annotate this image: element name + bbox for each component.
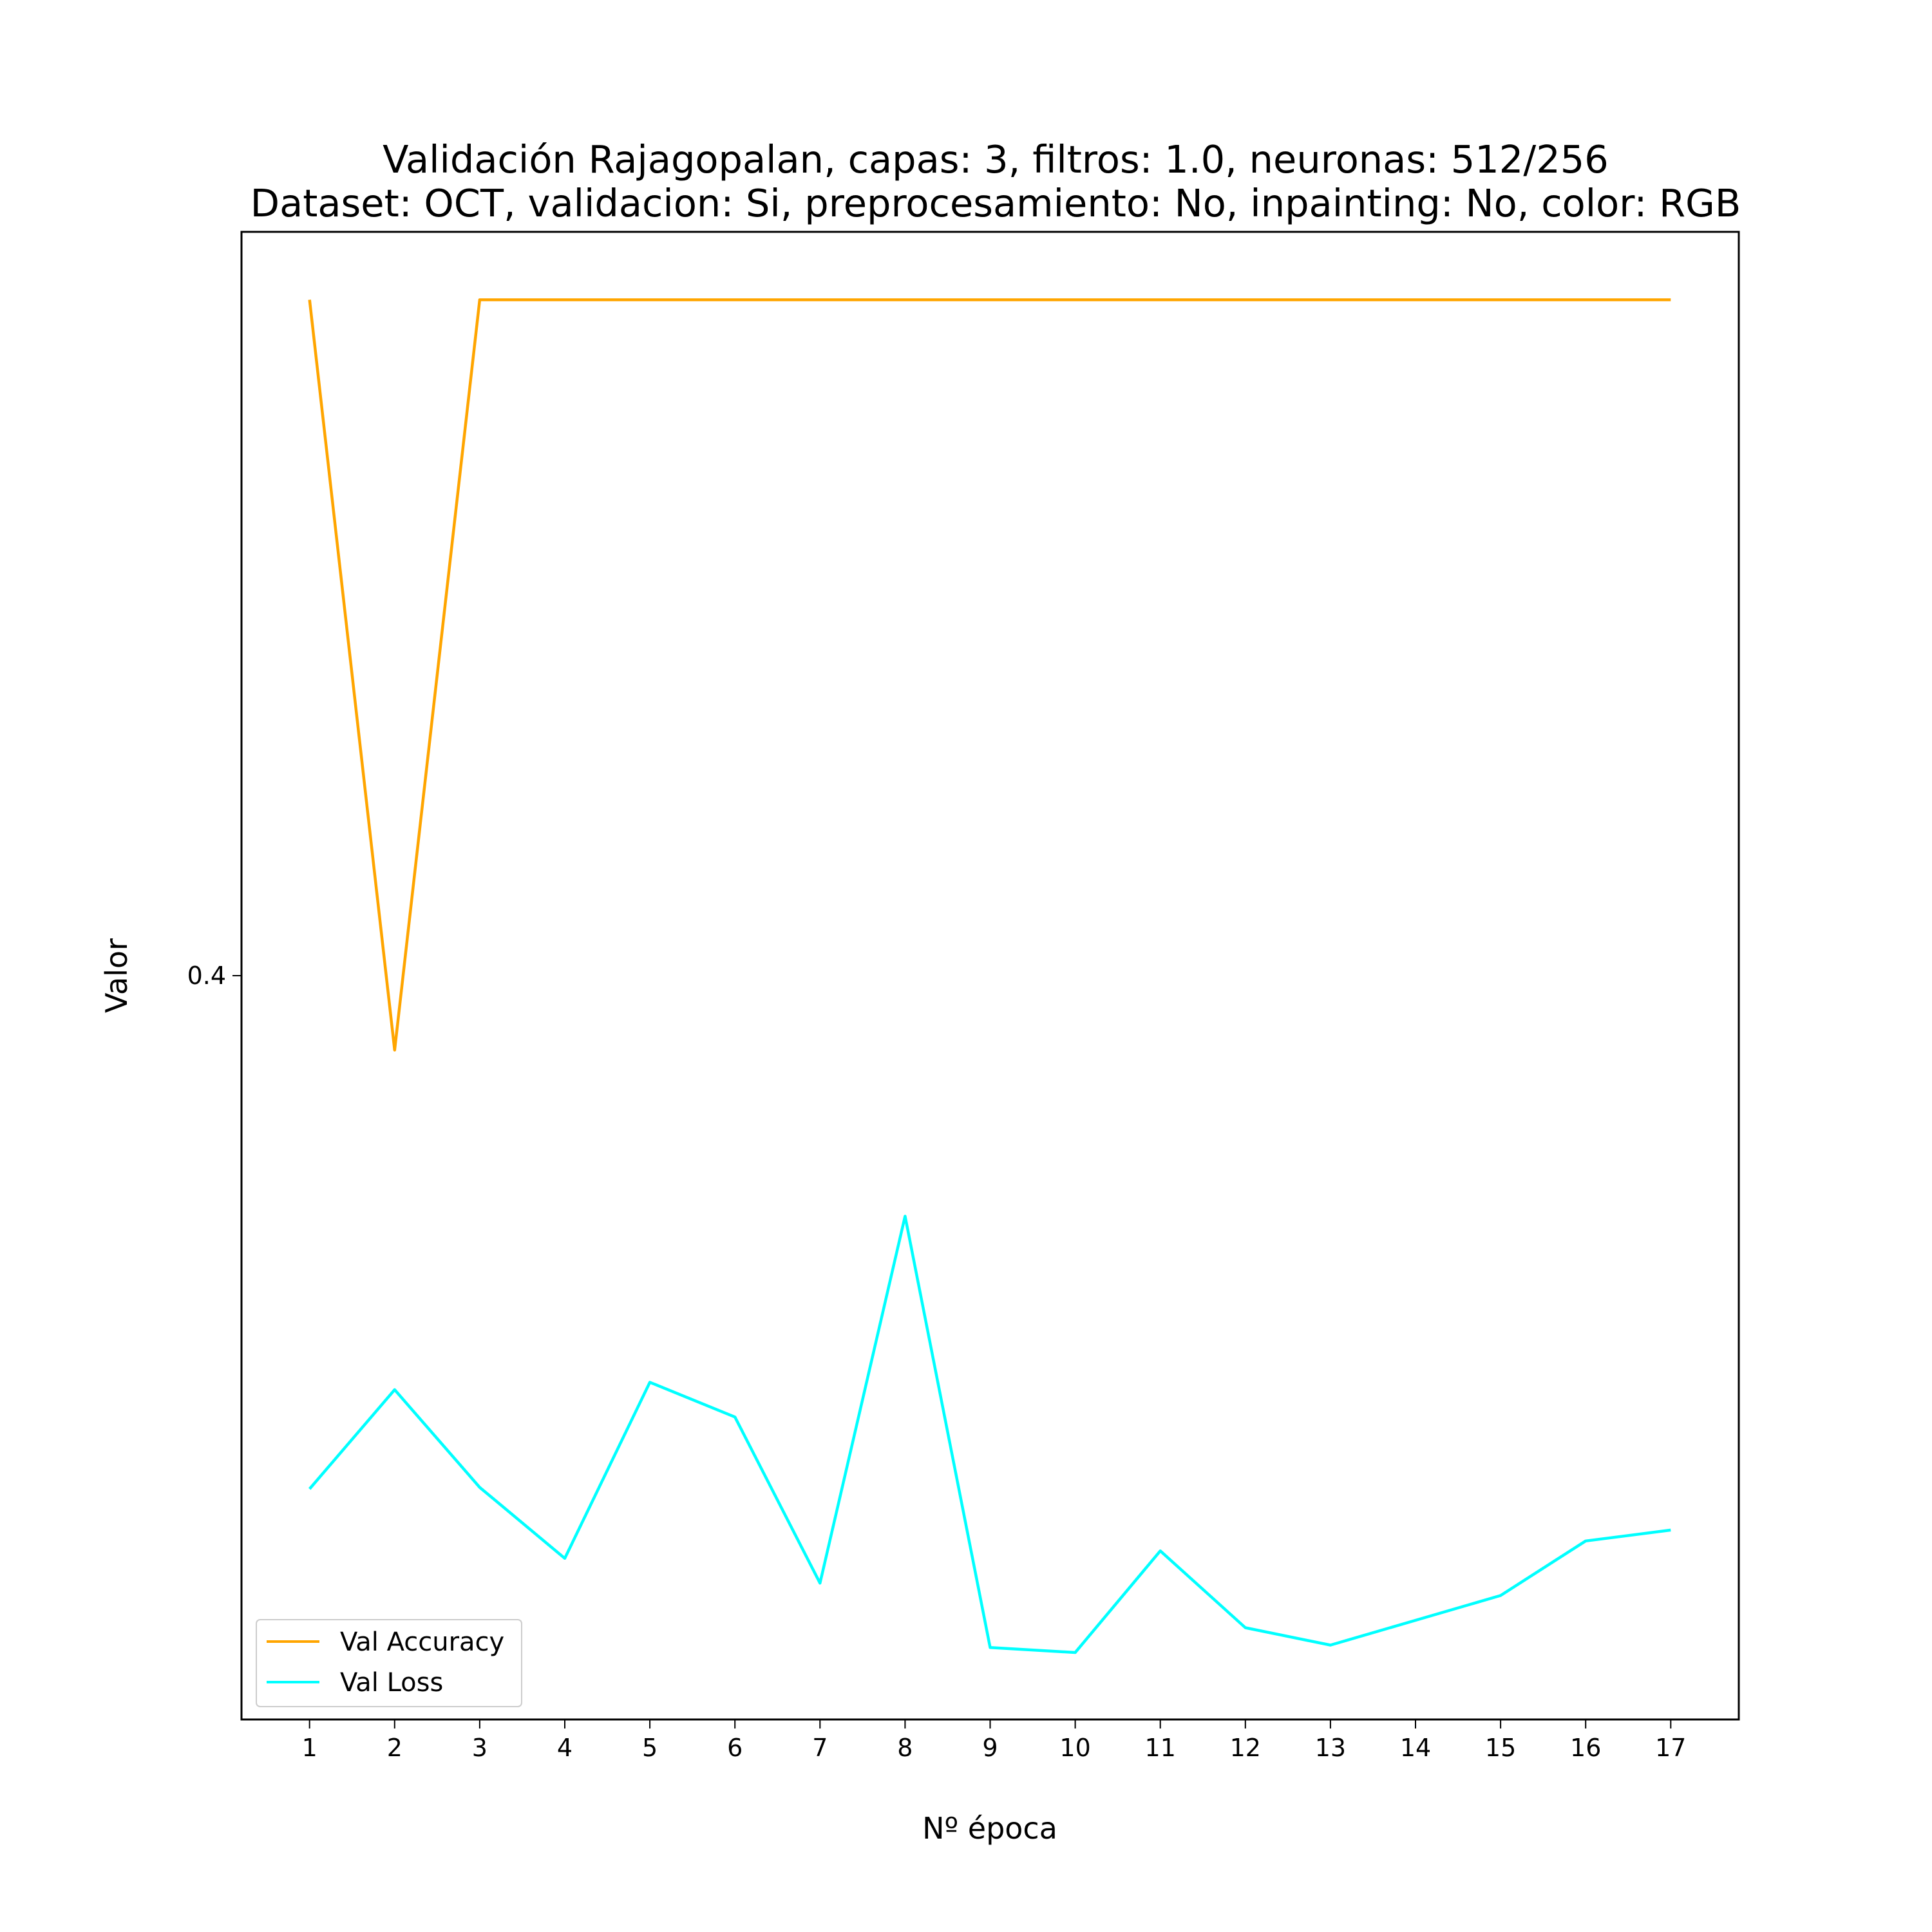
series-lines (308, 298, 1671, 1654)
x-tick-label: 12 (1230, 1734, 1261, 1762)
x-tick-label: 3 (472, 1734, 488, 1762)
x-tick-label: 10 (1059, 1734, 1090, 1762)
legend-label-val-loss: Val Loss (340, 1668, 443, 1698)
x-tick-label: 9 (982, 1734, 998, 1762)
plot-area-frame (240, 231, 1740, 1721)
x-tick-label: 15 (1485, 1734, 1516, 1762)
x-axis-ticks: 1 2 3 4 5 6 7 8 9 10 11 12 13 14 15 16 17 (302, 1719, 1686, 1762)
y-axis-label: Valor (99, 938, 134, 1013)
x-tick-label: 14 (1400, 1734, 1431, 1762)
x-tick-label: 7 (812, 1734, 828, 1762)
x-tick-label: 17 (1655, 1734, 1686, 1762)
chart-title-line-2: Dataset: OCT, validacion: Si, preprocesa… (251, 181, 1741, 225)
x-tick-label: 11 (1145, 1734, 1176, 1762)
y-tick-label: 0.4 (187, 961, 226, 990)
legend-label-val-accuracy: Val Accuracy (340, 1627, 504, 1657)
chart-title-line-1: Validación Rajagopalan, capas: 3, filtro… (383, 137, 1609, 182)
x-tick-label: 4 (557, 1734, 573, 1762)
series-line-val-accuracy (308, 298, 1671, 1052)
series-line-val-loss (308, 1215, 1671, 1654)
x-tick-label: 1 (302, 1734, 317, 1762)
x-tick-label: 2 (387, 1734, 402, 1762)
x-tick-label: 6 (727, 1734, 743, 1762)
legend-box (256, 1619, 522, 1707)
x-tick-label: 16 (1570, 1734, 1601, 1762)
x-tick-label: 5 (642, 1734, 658, 1762)
x-axis-label: Nº época (922, 1811, 1057, 1846)
x-tick-label: 8 (897, 1734, 913, 1762)
x-tick-label: 13 (1315, 1734, 1346, 1762)
y-axis-ticks: 0.4 (187, 961, 242, 990)
legend: Val Accuracy Val Loss (256, 1619, 522, 1707)
